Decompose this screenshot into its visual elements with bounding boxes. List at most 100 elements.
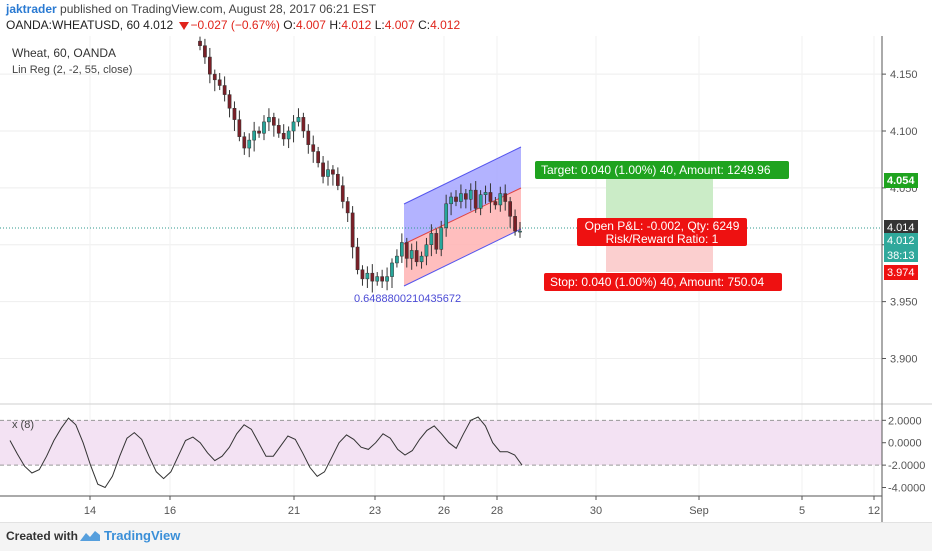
candle-body xyxy=(335,173,340,186)
candle-body xyxy=(198,40,202,46)
candle-body xyxy=(463,193,468,200)
candle-body xyxy=(340,185,345,202)
last-price-tag-text: 4.012 xyxy=(887,235,915,247)
oscillator-band xyxy=(0,420,882,466)
candle-body xyxy=(232,108,237,120)
candle-body xyxy=(513,216,517,232)
high-value: 4.012 xyxy=(341,18,372,32)
candle-body xyxy=(276,125,281,134)
time-axis[interactable]: 14 16 21 23 26 28 30 Sep 5 12 xyxy=(84,496,880,517)
candle-body xyxy=(409,250,414,259)
countdown-tag xyxy=(884,248,918,262)
candle-body xyxy=(365,272,370,280)
candle-body xyxy=(252,130,257,141)
pnl-label: Open P&L: -0.002, Qty: 6249 xyxy=(585,219,740,233)
candle-body xyxy=(242,136,247,149)
time-tick-label: 30 xyxy=(590,505,602,517)
candle-body xyxy=(345,201,350,214)
candle-body xyxy=(439,227,444,250)
candle-body xyxy=(281,133,286,140)
candle-body xyxy=(271,117,276,126)
high-label: H: xyxy=(329,18,342,32)
oscillator-line xyxy=(9,416,523,489)
last-price-tag xyxy=(884,233,918,248)
close-value: 4.012 xyxy=(430,18,461,32)
candle-body xyxy=(222,85,227,95)
candle-body xyxy=(217,79,222,86)
chart-header: jaktrader published on TradingView.com, … xyxy=(0,0,932,36)
candle-body xyxy=(267,117,271,123)
candle-body xyxy=(493,201,498,206)
entry-price-tag xyxy=(884,220,918,235)
osc-tick-label: -4.0000 xyxy=(888,483,925,495)
pnl-label-box[interactable] xyxy=(577,218,747,246)
time-tick-label: 5 xyxy=(799,505,805,517)
target-price-tag-text: 4.054 xyxy=(887,175,915,187)
candle-body xyxy=(429,233,434,245)
candle-body xyxy=(321,162,325,177)
author-link[interactable]: jaktrader xyxy=(6,2,57,16)
price-tick-label: 3.950 xyxy=(890,297,918,309)
price-tick-label: 3.900 xyxy=(890,354,918,366)
footer-bar: Created with TradingView xyxy=(0,522,932,551)
candle-body xyxy=(311,144,316,152)
regression-lower-line xyxy=(403,228,522,287)
regression-lower-band[interactable] xyxy=(404,188,521,286)
entry-price-tag-text: 4.014 xyxy=(887,222,915,234)
candle-body xyxy=(212,73,217,81)
osc-tick-label: 0.0000 xyxy=(888,438,922,450)
target-price-tag xyxy=(884,173,918,188)
last-price: 4.012 xyxy=(143,18,174,32)
candle-body xyxy=(414,250,419,263)
tradingview-logo-icon[interactable] xyxy=(79,529,101,543)
time-tick-label: 16 xyxy=(164,505,176,517)
ohlc-line: OANDA:WHEATUSD, 60 4.012 −0.027 (−0.67%)… xyxy=(6,18,460,32)
low-value: 4.007 xyxy=(384,18,415,32)
legend-indicator: Lin Reg (2, -2, 55, close) xyxy=(12,64,132,76)
oscillator-axis[interactable]: 2.0000 0.0000 -2.0000 -4.0000 xyxy=(882,415,925,495)
candle-body xyxy=(483,192,488,195)
candle-body xyxy=(360,269,365,280)
candle-body xyxy=(380,276,385,282)
candle-body xyxy=(395,255,399,264)
candle-body xyxy=(370,272,375,282)
symbol-label: OANDA:WHEATUSD, 60 xyxy=(6,18,140,32)
candle-body xyxy=(424,244,429,257)
candle-body xyxy=(207,56,212,75)
time-tick-label: Sep xyxy=(689,505,709,517)
regression-value: 0.6488800210435672 xyxy=(354,293,461,305)
candle-body xyxy=(326,169,330,177)
publish-info: published on TradingView.com, August 28,… xyxy=(60,2,377,16)
time-tick-label: 14 xyxy=(84,505,96,517)
candle-body xyxy=(331,169,335,175)
low-label: L: xyxy=(374,18,385,32)
candle-body xyxy=(375,276,380,282)
candle-body xyxy=(390,262,394,277)
open-value: 4.007 xyxy=(295,18,326,32)
stop-label: Stop: 0.040 (1.00%) 40, Amount: 750.04 xyxy=(550,275,764,289)
candle-body xyxy=(449,196,453,205)
stop-label-box[interactable] xyxy=(544,273,782,291)
close-label: C: xyxy=(418,18,431,32)
candle-body xyxy=(350,212,355,248)
target-label-box[interactable] xyxy=(535,161,789,179)
tradingview-brand-link[interactable]: TradingView xyxy=(104,528,181,543)
price-change: −0.027 (−0.67%) xyxy=(190,18,280,32)
osc-tick-label: 2.0000 xyxy=(888,415,922,427)
down-arrow-icon xyxy=(178,21,189,30)
oscillator-background xyxy=(0,419,882,466)
candle-body xyxy=(478,194,483,209)
candle-body xyxy=(503,193,508,202)
candle-body xyxy=(399,242,404,257)
candle-body xyxy=(262,121,266,134)
candlestick-series xyxy=(198,36,522,293)
target-label: Target: 0.040 (1.00%) 40, Amount: 1249.9… xyxy=(541,163,771,177)
candle-body xyxy=(301,117,306,132)
candle-body xyxy=(203,45,207,58)
candle-body xyxy=(454,196,458,202)
candle-body xyxy=(444,203,449,228)
candle-body xyxy=(459,193,463,202)
candle-body xyxy=(291,121,296,132)
